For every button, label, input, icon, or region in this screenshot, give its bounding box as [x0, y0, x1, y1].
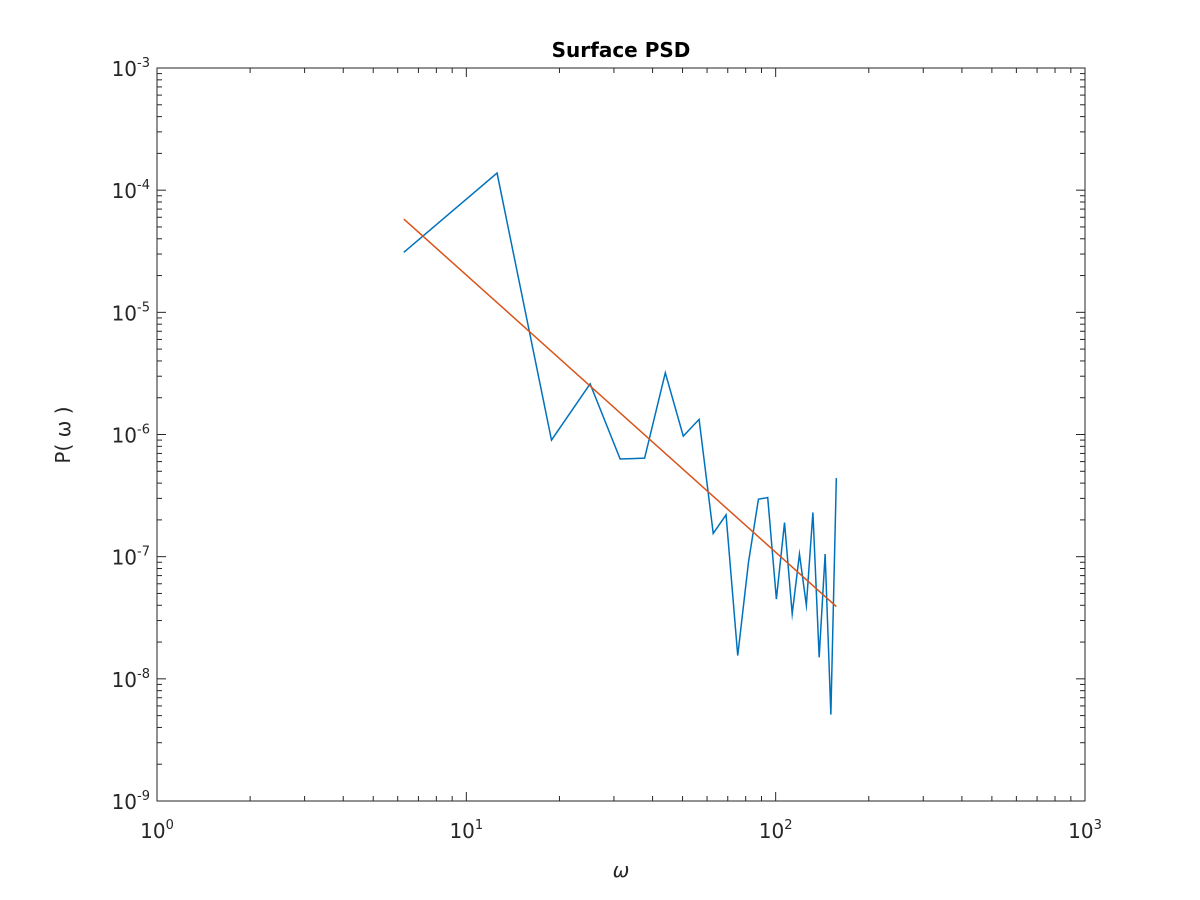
- y-tick-label: 10-7: [112, 545, 150, 570]
- plot-area: [157, 68, 1085, 801]
- psd-data-line: [403, 171, 838, 715]
- y-tick-label: 10-9: [112, 789, 150, 814]
- x-tick-label: 100: [140, 818, 174, 843]
- x-tick-label: 101: [449, 818, 483, 843]
- chart-title: Surface PSD: [552, 38, 691, 62]
- y-tick-label: 10-5: [112, 300, 150, 325]
- y-axis-label: P( ω ): [51, 406, 75, 463]
- y-tick-label: 10-4: [112, 178, 150, 203]
- power-law-fit-line: [403, 218, 837, 608]
- x-axis-label: ω: [613, 858, 630, 882]
- y-tick-label: 10-6: [112, 423, 150, 448]
- x-tick-label: 102: [759, 818, 793, 843]
- y-tick-label: 10-3: [112, 56, 150, 81]
- x-tick-label: 103: [1068, 818, 1102, 843]
- y-tick-label: 10-8: [112, 667, 150, 692]
- axes-box: [156, 67, 1086, 802]
